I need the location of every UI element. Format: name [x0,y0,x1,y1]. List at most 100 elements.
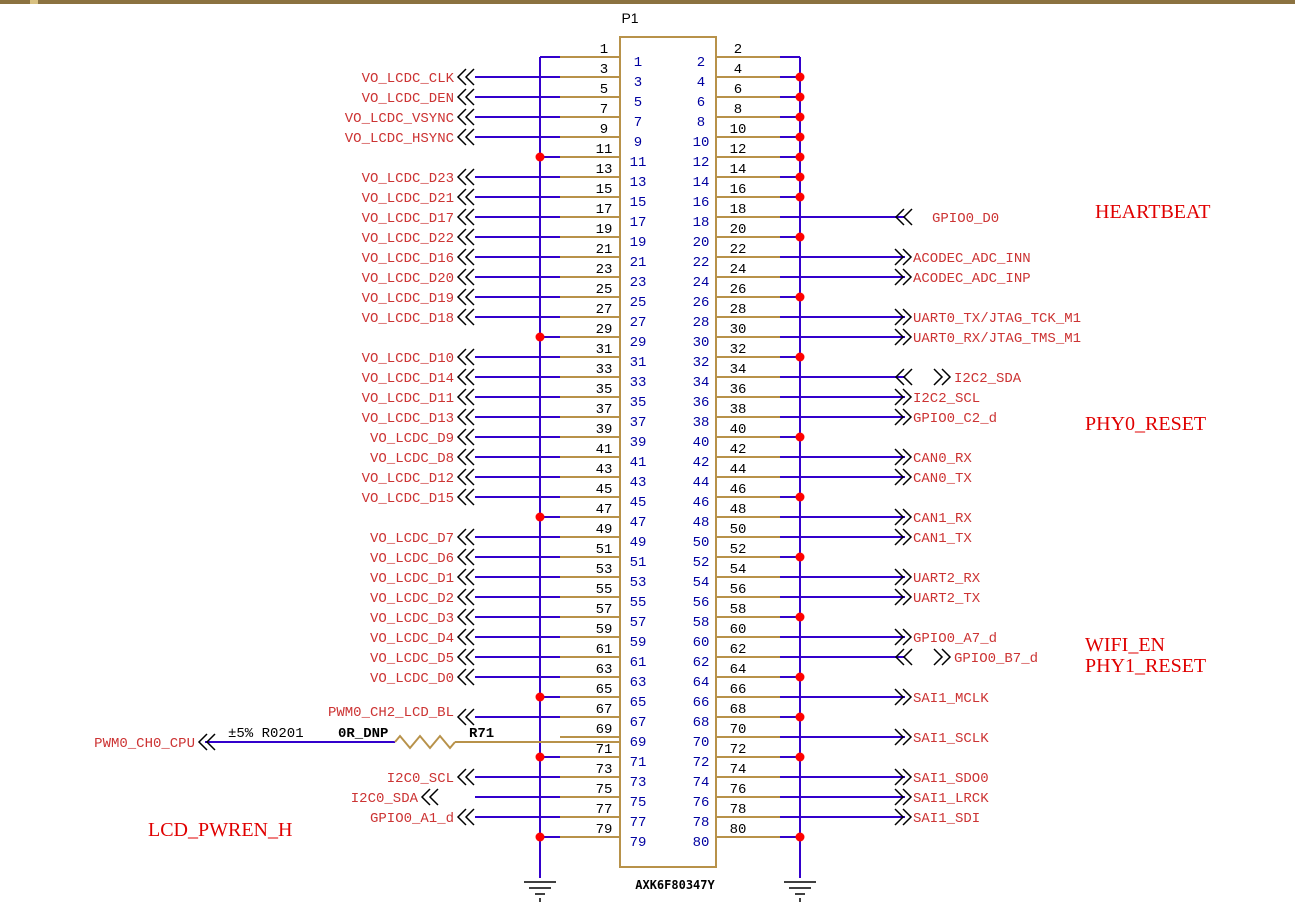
port-icon-right-out [933,368,952,386]
pin-number-inner-52: 52 [693,555,710,571]
annotation-phy0-reset: PHY0_RESET [1085,413,1206,435]
junction-dot [535,152,545,162]
pin-number-outer-40: 40 [730,422,747,438]
net-label-vo-lcdc-d2: VO_LCDC_D2 [370,591,454,607]
pin-number-outer-16: 16 [730,182,747,198]
port-icon-left [456,588,475,606]
pin-number-inner-66: 66 [693,695,710,711]
pin-number-outer-1: 1 [600,42,608,58]
port-icon-right-out [933,648,952,666]
resistor-r71: ±5% R0201 0R_DNP R71 PWM0_CH0_CPU [94,726,620,752]
port-icon-right [894,808,913,826]
pin-number-outer-45: 45 [596,482,613,498]
net-label-uart2-tx: UART2_TX [913,591,981,607]
pin-number-inner-2: 2 [697,55,705,71]
annotation-lcd-pwren-h: LCD_PWREN_H [148,819,292,841]
pin-number-outer-32: 32 [730,342,747,358]
pwm0-ch0-cpu-port-icon [197,733,216,751]
pin-number-outer-46: 46 [730,482,747,498]
net-label-vo-lcdc-d5: VO_LCDC_D5 [370,651,454,667]
junction-dot [795,292,805,302]
net-label-pwm0-ch2-lcd-bl: PWM0_CH2_LCD_BL [328,705,454,721]
pin-number-inner-33: 33 [630,375,647,391]
pin-number-inner-51: 51 [630,555,647,571]
resistor-designator: R71 [469,726,494,742]
port-icon-left [456,468,475,486]
pin-number-inner-38: 38 [693,415,710,431]
pin-number-inner-11: 11 [630,155,647,171]
pin-number-outer-77: 77 [596,802,613,818]
port-icon-right [894,508,913,526]
pin-number-inner-6: 6 [697,95,705,111]
pin-number-outer-17: 17 [596,202,613,218]
pin-number-inner-14: 14 [693,175,710,191]
pin-number-inner-42: 42 [693,455,710,471]
pin-number-outer-71: 71 [596,742,613,758]
pin-number-inner-3: 3 [634,75,642,91]
pin-number-inner-34: 34 [693,375,710,391]
port-icon-right [894,688,913,706]
pin-number-inner-17: 17 [630,215,647,231]
pin-number-outer-73: 73 [596,762,613,778]
pin-number-inner-43: 43 [630,475,647,491]
pin-number-outer-61: 61 [596,642,613,658]
net-label-uart2-rx: UART2_RX [913,571,981,587]
junction-dot [795,712,805,722]
left-gnd-symbol [524,881,556,902]
pin-number-inner-35: 35 [630,395,647,411]
net-label-sai1-mclk: SAI1_MCLK [913,691,989,707]
pin-number-inner-20: 20 [693,235,710,251]
net-label-vo-lcdc-d17: VO_LCDC_D17 [362,211,454,227]
net-label-uart0-tx-jtag-tck-m1: UART0_TX/JTAG_TCK_M1 [913,311,1081,327]
pin-number-outer-18: 18 [730,202,747,218]
port-icon-left [456,128,475,146]
pin-number-inner-1: 1 [634,55,642,71]
pin-number-inner-10: 10 [693,135,710,151]
pin-number-outer-53: 53 [596,562,613,578]
net-label-vo-lcdc-hsync: VO_LCDC_HSYNC [345,131,454,147]
pin-number-inner-61: 61 [630,655,647,671]
pin-number-inner-22: 22 [693,255,710,271]
pin-number-outer-35: 35 [596,382,613,398]
net-label-vo-lcdc-d6: VO_LCDC_D6 [370,551,454,567]
junction-dot [795,432,805,442]
connector-body [619,36,717,868]
port-icon-right [894,208,913,226]
pin-number-inner-7: 7 [634,115,642,131]
junction-dot [795,492,805,502]
pin-number-inner-32: 32 [693,355,710,371]
pin-number-outer-78: 78 [730,802,747,818]
pin-number-outer-43: 43 [596,462,613,478]
port-icon-right [894,728,913,746]
top-border-corner [30,0,38,4]
pin-number-outer-10: 10 [730,122,747,138]
pin-number-outer-63: 63 [596,662,613,678]
resistor-tolerance: ±5% R0201 [228,726,304,742]
pin-number-outer-14: 14 [730,162,747,178]
port-icon-right [894,408,913,426]
pin-number-inner-24: 24 [693,275,710,291]
pin-number-inner-72: 72 [693,755,710,771]
port-icon-left [456,668,475,686]
pin-number-outer-62: 62 [730,642,747,658]
pin-number-inner-48: 48 [693,515,710,531]
pin-number-outer-52: 52 [730,542,747,558]
annotation-wifi-en: WIFI_EN [1085,634,1165,656]
net-label-vo-lcdc-d14: VO_LCDC_D14 [362,371,454,387]
pin-number-outer-15: 15 [596,182,613,198]
port-icon-left [456,648,475,666]
port-icon-left [456,68,475,86]
pin-number-inner-28: 28 [693,315,710,331]
port-icon-left [456,268,475,286]
port-icon-left [456,408,475,426]
net-label-vo-lcdc-d13: VO_LCDC_D13 [362,411,454,427]
pin-number-inner-31: 31 [630,355,647,371]
junction-dot [795,92,805,102]
pin-number-inner-29: 29 [630,335,647,351]
pin-number-inner-39: 39 [630,435,647,451]
pin-number-outer-75: 75 [596,782,613,798]
pin-number-outer-59: 59 [596,622,613,638]
pin-number-outer-23: 23 [596,262,613,278]
pin-number-outer-74: 74 [730,762,747,778]
pin-number-outer-9: 9 [600,122,608,138]
